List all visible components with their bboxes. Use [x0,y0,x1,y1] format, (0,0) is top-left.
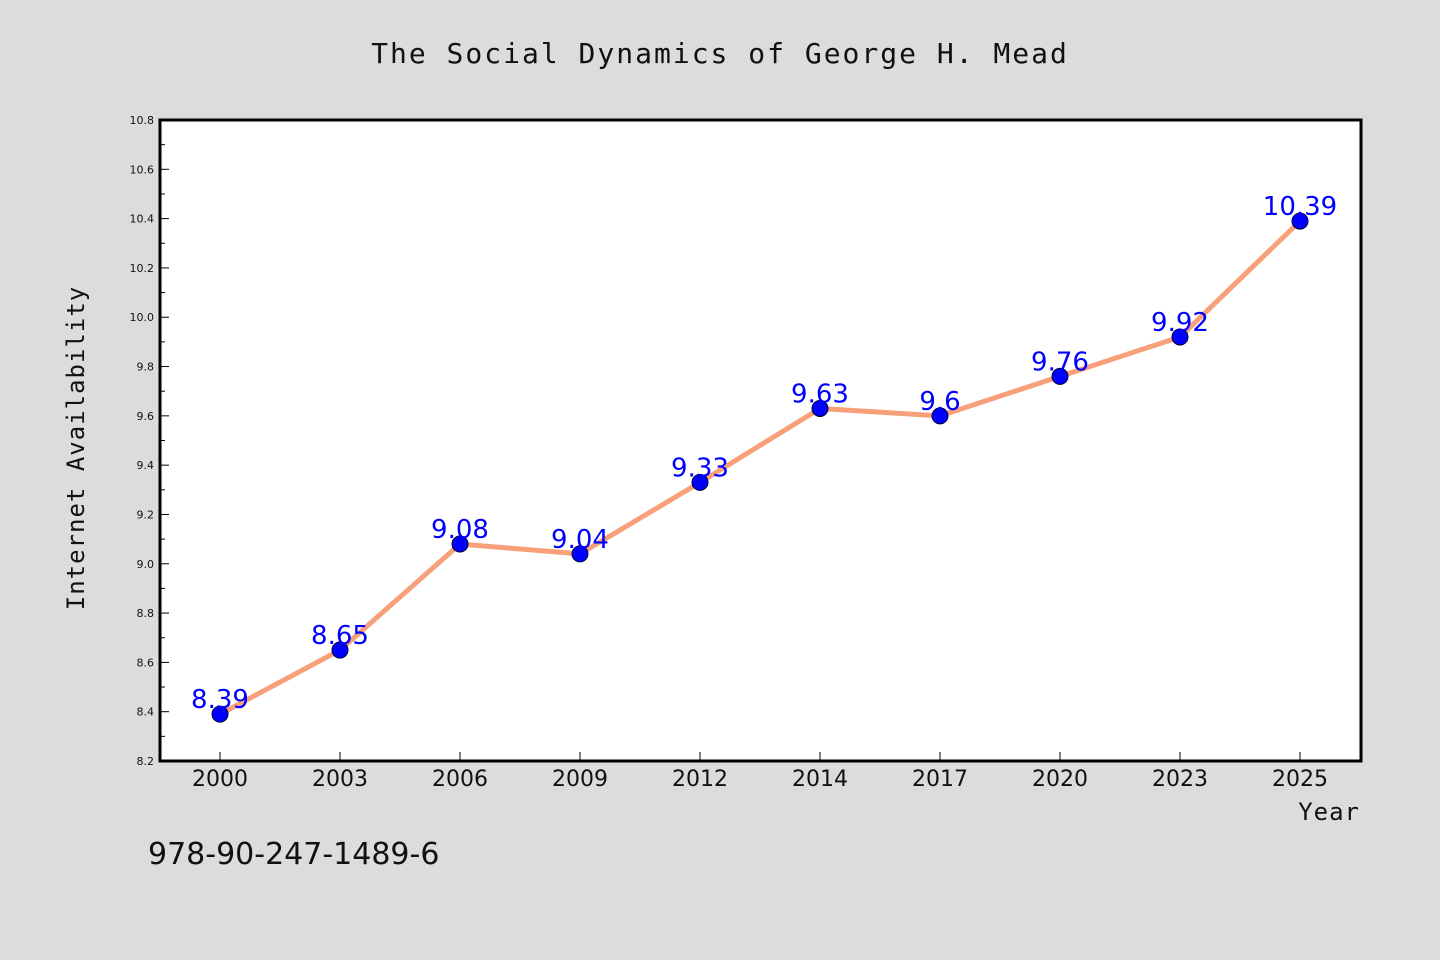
y-tick-label: 8.4 [137,706,155,719]
data-label: 9.92 [1151,308,1209,338]
x-tick-label: 2025 [1272,767,1328,792]
x-tick-label: 2014 [792,767,848,792]
data-label: 9.6 [919,387,960,417]
data-label: 9.08 [431,515,489,545]
data-labels: 8.39 8.65 9.08 9.04 9.33 9.63 9.6 9.76 9.92 10.39 [191,192,1337,715]
data-point [691,473,709,491]
data-label: 8.65 [311,621,369,651]
data-point [571,545,589,563]
data-label: 9.76 [1031,347,1089,377]
x-tick-label: 2017 [912,767,968,792]
x-tick-label: 2006 [432,767,488,792]
series-line [217,218,1303,717]
x-tick-label: 2009 [552,767,608,792]
data-point [811,399,829,417]
y-tick-label: 10.4 [130,213,155,226]
y-tick-label: 10.6 [130,163,155,176]
y-tick-label: 10.0 [130,311,155,324]
x-axis: 2000 2003 2006 2009 2012 2014 2017 2020 2023 2025 [192,752,1328,792]
footer-isbn: 978-90-247-1489-6 [148,837,439,872]
data-point [1291,212,1309,230]
data-point [451,535,469,553]
chart-title: The Social Dynamics of George H. Mead [371,37,1069,70]
data-label: 8.39 [191,685,249,715]
data-point [1051,367,1069,385]
x-tick-label: 2020 [1032,767,1088,792]
y-tick-label: 10.2 [130,262,155,275]
data-label: 9.63 [791,379,849,409]
data-point [931,407,949,425]
x-tick-label: 2000 [192,767,248,792]
y-tick-label: 8.8 [137,607,155,620]
y-tick-label: 9.8 [137,361,155,374]
y-axis-label: Internet Availability [62,286,90,610]
x-tick-label: 2023 [1152,767,1208,792]
y-tick-label: 8.6 [137,656,155,669]
y-tick-label: 8.2 [137,755,155,768]
x-tick-label: 2012 [672,767,728,792]
x-tick-label: 2003 [312,767,368,792]
y-tick-label: 10.8 [130,114,155,127]
plot-area [158,118,1363,763]
data-label: 9.33 [671,453,729,483]
data-point [1171,328,1189,346]
x-axis-label: Year [1298,798,1360,826]
data-point [331,641,349,659]
y-tick-label: 9.0 [137,558,155,571]
data-point [211,705,229,723]
y-tick-label: 9.6 [137,410,155,423]
data-label: 10.39 [1263,192,1337,222]
series-group [211,212,1309,723]
y-tick-label: 9.2 [137,508,155,521]
y-axis: 8.2 8.4 8.6 8.8 9.0 9.2 9.4 9.6 9.8 10.0 10.2 10.4 1… [130,114,169,768]
data-label: 9.04 [551,525,609,555]
y-tick-label: 9.4 [137,459,155,472]
